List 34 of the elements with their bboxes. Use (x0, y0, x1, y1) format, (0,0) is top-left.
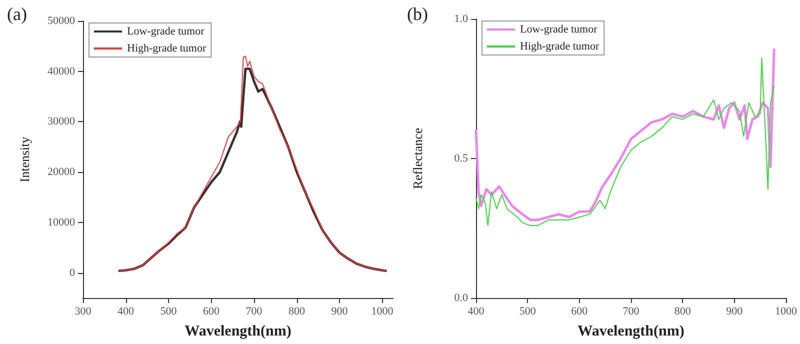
legend-label: High-grade tumor (127, 42, 206, 54)
x-tick-label: 600 (203, 306, 220, 318)
x-axis-title: Wavelength(nm) (184, 324, 292, 340)
y-tick-label: 0.5 (454, 152, 468, 164)
x-tick-label: 400 (468, 306, 485, 318)
y-tick-label: 50000 (48, 15, 76, 27)
x-axis-title: Wavelength(nm) (578, 324, 684, 340)
y-axis-title: Intensity (17, 136, 32, 182)
x-tick-label: 800 (288, 306, 306, 318)
x-tick-label: 400 (118, 306, 135, 318)
y-tick-label: 1.0 (454, 13, 468, 25)
x-tick-label: 300 (74, 306, 92, 318)
x-tick-label: 800 (674, 306, 692, 318)
x-tick-label: 500 (519, 306, 536, 318)
x-tick-label: 500 (160, 306, 178, 318)
y-tick-label: 20000 (48, 166, 76, 178)
x-tick-label: 900 (726, 306, 744, 318)
x-tick-label: 600 (571, 306, 588, 318)
y-tick-label: 0 (70, 266, 76, 279)
y-axis-title: Reflectance (410, 128, 425, 190)
legend-label: High-grade tumor (520, 40, 600, 52)
y-tick-label: 10000 (48, 216, 76, 228)
x-tick-label: 700 (246, 306, 263, 318)
chart-title: (a) (7, 4, 27, 24)
x-tick-label: 900 (331, 306, 348, 318)
x-tick-label: 1000 (371, 306, 394, 318)
y-tick-label: 0.0 (454, 292, 468, 304)
x-tick-label: 700 (622, 306, 640, 318)
legend-label: Low-grade tumor (127, 26, 205, 38)
y-tick-label: 40000 (48, 65, 76, 78)
chart-title: (b) (407, 4, 428, 24)
legend-label: Low-grade tumor (520, 24, 598, 36)
x-tick-label: 1000 (775, 306, 798, 318)
y-tick-label: 30000 (48, 116, 76, 128)
